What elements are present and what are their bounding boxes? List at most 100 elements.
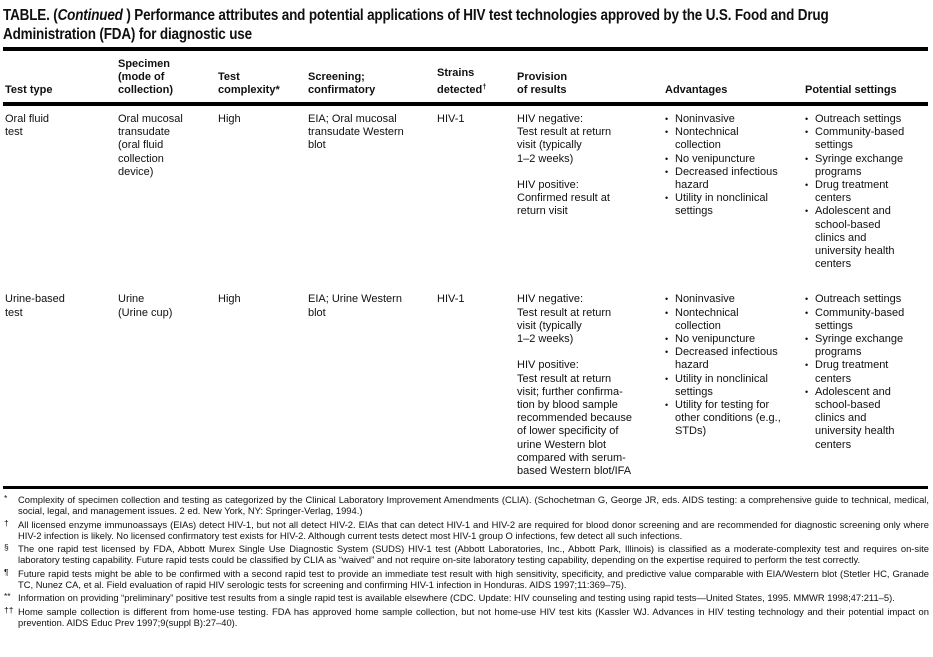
cell-screening: EIA; Oral mucosal transudate Western blo… — [308, 113, 404, 152]
cell-test-type: Urine-based test — [5, 293, 65, 319]
list-item: • Outreach settings — [805, 293, 921, 306]
list-item-text: No venipuncture — [675, 152, 756, 165]
column-header-provision: Provision of results — [517, 71, 568, 96]
list-item: • Syringe exchange programs — [805, 333, 921, 359]
bullet-icon: • — [805, 153, 809, 164]
table-body: Oral fluid test Oral mucosal transudate … — [3, 106, 933, 481]
table-title: TABLE. (Continued ) Performance attribut… — [3, 6, 933, 44]
list-item-text: Decreased infectious hazard — [675, 346, 778, 372]
list-item-text: Syringe exchange programs — [815, 333, 904, 359]
list-item-text: Noninvasive — [675, 293, 735, 306]
cell-advantages: • Noninvasive • Nontechnical collection • N… — [665, 293, 805, 478]
list-item-text: Adolescent and school-based clinics and … — [815, 205, 895, 271]
cell-complexity: High — [218, 293, 241, 306]
list-item-text: Noninvasive — [675, 113, 735, 125]
title-continued: Continued — [57, 7, 123, 24]
title-suffix: ) Performance attributes and potential a… — [122, 7, 829, 24]
list-item: • Nontechnical collection — [665, 126, 798, 152]
footnote-text: Future rapid tests might be able to be c… — [18, 567, 929, 590]
footnote: ¶ Future rapid tests might be able to be … — [4, 566, 929, 590]
footnote-marker: †† — [4, 604, 14, 615]
cell-screening: EIA; Urine Western blot — [308, 293, 402, 319]
list-item: • No venipuncture — [665, 153, 798, 166]
footnote: * Complexity of specimen collection and t… — [4, 493, 929, 517]
list-item: • Noninvasive — [665, 293, 798, 306]
footnote-divider — [3, 486, 928, 490]
cell-complexity: High — [218, 113, 241, 125]
title-line-2: Administration (FDA) for diagnostic use — [3, 26, 252, 43]
list-item: • Nontechnical collection — [665, 307, 798, 333]
column-header-specimen: Specimen (mode of collection) — [118, 58, 174, 96]
list-item: • Syringe exchange programs — [805, 153, 921, 179]
cell-test-type: Oral fluid test — [5, 113, 50, 139]
list-item: • Noninvasive — [665, 113, 798, 126]
title-prefix: TABLE. ( — [3, 7, 58, 24]
footnote-marker: § — [4, 542, 9, 553]
table-header-row: Test type Specimen (mode of collection) … — [3, 58, 933, 102]
bullet-icon: • — [665, 114, 669, 124]
bullet-icon: • — [665, 334, 669, 345]
list-item: • Utility for testing for other condition… — [665, 399, 798, 439]
footnote: § The one rapid test licensed by FDA, Abb… — [4, 542, 929, 566]
bullet-icon: • — [665, 294, 669, 305]
cell-specimen: Urine (Urine cup) — [118, 293, 173, 319]
footnote-marker: ** — [4, 591, 11, 602]
bullet-icon: • — [805, 114, 809, 124]
list-item-text: Outreach settings — [815, 113, 902, 125]
list-item: • Drug treatment centers — [805, 179, 921, 205]
footnote: † All licensed enzyme immunoassays (EIAs)… — [4, 517, 929, 541]
dagger-footnote-marker: † — [482, 82, 487, 91]
footnote-text: Information on providing “preliminary” p… — [18, 592, 895, 604]
bullet-icon: • — [665, 166, 669, 177]
bullet-icon: • — [665, 193, 669, 204]
list-item: • Utility in nonclinical settings — [665, 192, 798, 218]
title-divider — [3, 47, 928, 51]
footnotes-section: * Complexity of specimen collection and t… — [3, 489, 933, 628]
footnote-marker: † — [4, 517, 9, 528]
title-line-1: TABLE. (Continued ) Performance attribut… — [3, 6, 933, 25]
list-item-text: Nontechnical collection — [675, 126, 739, 152]
bullet-icon: • — [665, 400, 669, 411]
cell-settings: • Outreach settings • Community-based sett… — [805, 293, 928, 478]
cell-provision: HIV negative: Test result at return visi… — [517, 293, 632, 478]
footnote: ** Information on providing “preliminary”… — [4, 591, 929, 604]
list-item-text: Decreased infectious hazard — [675, 165, 778, 192]
column-header-advantages: Advantages — [665, 84, 728, 96]
list-item-text: No venipuncture — [675, 333, 756, 346]
cell-settings: • Outreach settings • Community-based sett… — [805, 113, 928, 271]
bullet-icon: • — [805, 386, 809, 397]
column-header-settings: Potential settings — [805, 84, 897, 96]
column-header-strains: Strains detected† — [437, 67, 517, 97]
bullet-icon: • — [805, 360, 809, 371]
footnote-text: Home sample collection is different from… — [18, 605, 929, 628]
footnote: †† Home sample collection is different fr… — [4, 604, 929, 628]
list-item: • Outreach settings — [805, 113, 921, 126]
list-item-text: Utility for testing for other conditions… — [675, 399, 781, 438]
column-header-strains-label: Strains detected — [437, 67, 483, 96]
footnote-marker: * — [4, 493, 8, 504]
footnote-marker: ¶ — [4, 566, 9, 577]
list-item-text: Syringe exchange programs — [815, 152, 904, 178]
bullet-icon: • — [805, 180, 809, 191]
list-item: • Adolescent and school-based clinics and… — [805, 386, 921, 452]
footnote-text: Complexity of specimen collection and te… — [18, 494, 929, 517]
cell-strains: HIV-1 — [437, 293, 465, 306]
list-item-text: Community-based settings — [815, 126, 905, 152]
bullet-icon: • — [805, 127, 809, 138]
list-item-text: Utility in nonclinical settings — [675, 192, 768, 218]
column-header-test-type: Test type — [5, 84, 53, 96]
list-item: • Decreased infectious hazard — [665, 346, 798, 372]
list-item-text: Drug treatment centers — [815, 359, 889, 385]
list-item-text: Utility in nonclinical settings — [675, 372, 768, 398]
footnote-text: The one rapid test licensed by FDA, Abbo… — [18, 543, 929, 566]
list-item: • Drug treatment centers — [805, 359, 921, 385]
list-item: • Decreased infectious hazard — [665, 166, 798, 192]
list-item: • Community-based settings — [805, 126, 921, 152]
bullet-icon: • — [665, 307, 669, 318]
bullet-icon: • — [805, 294, 809, 305]
list-item: • Adolescent and school-based clinics and… — [805, 205, 921, 271]
cell-provision: HIV negative: Test result at return visi… — [517, 113, 612, 218]
table-row-urine-based: Urine-based test Urine (Urine cup) High … — [3, 293, 933, 478]
bullet-icon: • — [665, 347, 669, 358]
